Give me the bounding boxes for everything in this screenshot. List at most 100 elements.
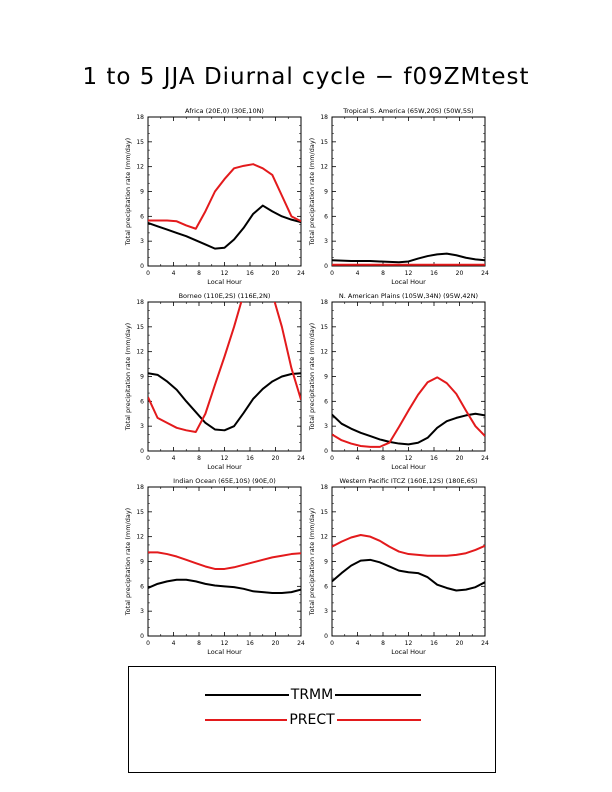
y-tick-label: 9 [140,189,144,196]
series-line-prect [148,163,301,230]
y-tick-label: 15 [136,139,144,146]
chart-grid: 0 4 8 12 16 20 24 0 3 6 9 12 15 18 Africa (20E,0) (30E… [124,107,489,656]
y-tick-label: 0 [324,263,328,270]
y-tick-label: 6 [324,398,328,405]
plot-frame [331,301,486,452]
y-tick-label: 15 [320,509,328,516]
x-tick-label: 4 [172,455,176,462]
series-line-prect [332,376,485,448]
y-tick-label: 0 [324,448,328,455]
y-tick-label: 6 [324,583,328,590]
x-axis-label: Local Hour [207,463,242,471]
series-line-prect [332,534,485,557]
x-tick-label: 12 [221,640,229,647]
y-tick-label: 18 [136,484,144,491]
plot-frame [147,486,302,637]
y-tick-label: 12 [136,349,144,356]
y-axis-label: Total precipitation rate (mm/day) [124,323,132,431]
x-tick-label: 16 [430,640,438,647]
y-tick-label: 9 [140,559,144,566]
y-tick-label: 18 [320,114,328,121]
series-line-prect [148,551,301,570]
x-tick-label: 4 [356,640,360,647]
legend: TRMM PRECT [128,666,496,773]
legend-item-trmm: TRMM [129,685,495,705]
x-tick-label: 12 [221,455,229,462]
x-tick-label: 8 [197,640,201,647]
x-tick-label: 8 [381,640,385,647]
y-tick-label: 6 [140,398,144,405]
panel-2: 0 4 8 12 16 20 24 0 3 6 9 12 15 18 Tropical S. America… [308,107,489,286]
y-tick-label: 3 [324,423,328,430]
panel-title: N. American Plains (105W,34N) (95W,42N) [339,292,478,300]
y-axis-label: Total precipitation rate (mm/day) [308,508,316,616]
x-tick-label: 0 [146,640,150,647]
x-tick-label: 16 [246,270,254,277]
y-tick-label: 9 [324,189,328,196]
x-tick-label: 20 [272,270,280,277]
y-tick-label: 3 [140,423,144,430]
x-tick-label: 24 [481,455,489,462]
plot-frame [147,301,302,452]
x-tick-label: 16 [246,640,254,647]
y-tick-label: 3 [324,238,328,245]
series-line-trmm [148,204,301,250]
y-tick-label: 9 [324,559,328,566]
x-axis-label: Local Hour [391,278,426,286]
x-tick-label: 4 [356,455,360,462]
x-tick-label: 20 [456,455,464,462]
x-tick-label: 24 [297,640,305,647]
x-tick-label: 12 [405,455,413,462]
y-tick-label: 0 [140,263,144,270]
y-tick-label: 12 [136,164,144,171]
plot-frame [147,116,302,267]
x-tick-label: 8 [381,455,385,462]
x-tick-label: 0 [330,455,334,462]
x-tick-label: 16 [430,270,438,277]
x-axis-label: Local Hour [207,278,242,286]
x-axis-label: Local Hour [207,648,242,656]
series-line-prect [148,302,301,433]
panel-6: 0 4 8 12 16 20 24 0 3 6 9 12 15 18 Western Pacific ITC… [308,477,489,656]
y-tick-label: 12 [320,164,328,171]
y-tick-label: 12 [320,349,328,356]
y-tick-label: 9 [140,374,144,381]
legend-item-prect: PRECT [129,710,495,730]
panel-1: 0 4 8 12 16 20 24 0 3 6 9 12 15 18 Africa (20E,0) (30E… [124,107,305,286]
x-tick-label: 20 [456,640,464,647]
x-tick-label: 16 [246,455,254,462]
y-tick-label: 15 [136,509,144,516]
panel-title: Tropical S. America (65W,20S) (50W,5S) [342,107,473,115]
x-tick-label: 0 [330,270,334,277]
x-tick-label: 24 [297,270,305,277]
y-tick-label: 6 [140,213,144,220]
x-tick-label: 20 [456,270,464,277]
panel-title: Africa (20E,0) (30E,10N) [185,107,264,115]
series-line-trmm [332,412,485,446]
x-tick-label: 12 [405,640,413,647]
y-tick-label: 0 [324,633,328,640]
x-tick-label: 4 [356,270,360,277]
panel-4: 0 4 8 12 16 20 24 0 3 6 9 12 15 18 N. American Plains … [308,292,489,471]
x-tick-label: 24 [481,640,489,647]
y-axis-label: Total precipitation rate (mm/day) [308,138,316,246]
y-tick-label: 9 [324,374,328,381]
y-tick-label: 12 [320,534,328,541]
series-line-trmm [148,372,301,432]
x-axis-label: Local Hour [391,463,426,471]
y-tick-label: 18 [320,484,328,491]
y-tick-label: 0 [140,633,144,640]
y-axis-label: Total precipitation rate (mm/day) [124,138,132,246]
x-tick-label: 20 [272,640,280,647]
panel-title: Western Pacific ITCZ (160E,12S) (180E,6S… [339,477,477,485]
x-tick-label: 0 [146,455,150,462]
x-axis-label: Local Hour [391,648,426,656]
y-tick-label: 18 [136,114,144,121]
legend-label-prect: PRECT [287,712,337,728]
x-tick-label: 24 [481,270,489,277]
x-tick-label: 0 [146,270,150,277]
y-tick-label: 12 [136,534,144,541]
y-tick-label: 18 [320,299,328,306]
plot-frame [331,486,486,637]
series-line-trmm [148,578,301,594]
